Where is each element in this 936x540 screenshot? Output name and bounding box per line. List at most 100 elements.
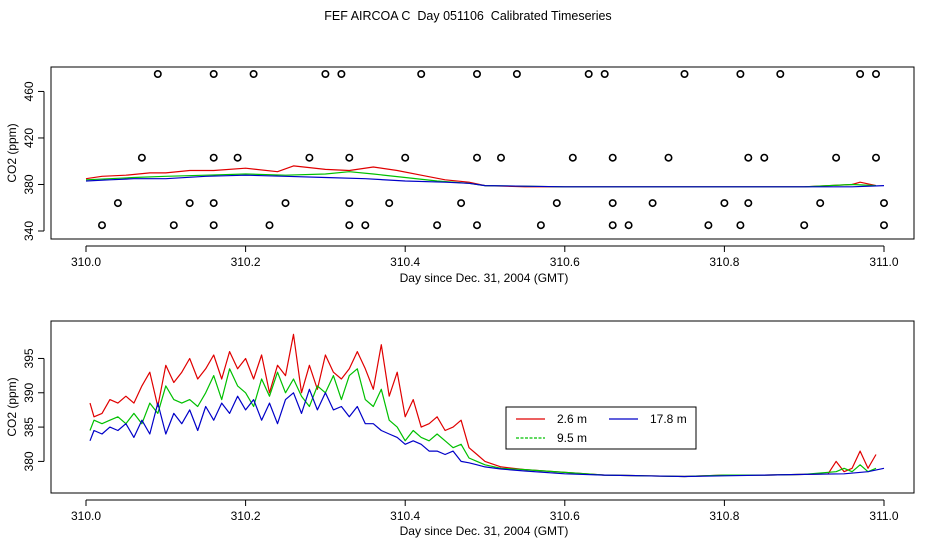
status-point: [624, 221, 633, 230]
top-x-axis-label: Day since Dec. 31, 2004 (GMT): [400, 271, 569, 285]
status-point: [233, 153, 242, 162]
top-series-17.8m: [85, 174, 885, 188]
bottom-plot-frame: [50, 320, 915, 494]
status-point: [744, 199, 753, 208]
status-point: [680, 70, 689, 79]
status-point: [760, 153, 769, 162]
bottom-x-axis-label: Day since Dec. 31, 2004 (GMT): [400, 524, 569, 538]
status-point: [401, 153, 410, 162]
top-x-tick-label: 311.0: [869, 255, 898, 269]
status-point: [345, 153, 354, 162]
top-y-tick-label: 460: [22, 81, 36, 101]
bottom-x-tick-label: 310.2: [231, 509, 261, 523]
status-point: [832, 153, 841, 162]
status-point: [433, 221, 442, 230]
status-point: [472, 153, 481, 162]
status-point: [879, 199, 888, 208]
status-point: [736, 70, 745, 79]
status-point: [816, 199, 825, 208]
status-point: [321, 70, 330, 79]
status-point: [345, 221, 354, 230]
status-point: [879, 221, 888, 230]
status-point: [600, 70, 609, 79]
bottom-y-axis-label: CO2 (ppm): [5, 377, 19, 436]
status-point: [169, 221, 178, 230]
legend: 2.6 m 9.5 m 17.8 m: [505, 406, 697, 450]
status-point: [496, 153, 505, 162]
bottom-series-group: [89, 333, 885, 478]
status-point: [664, 153, 673, 162]
bottom-y-axis: 380 385 390 395: [22, 348, 45, 471]
top-x-tick-label: 310.0: [71, 255, 101, 269]
status-point: [209, 70, 218, 79]
status-point: [472, 70, 481, 79]
status-point: [185, 199, 194, 208]
status-point: [736, 221, 745, 230]
status-point: [720, 199, 729, 208]
legend-box: [505, 406, 697, 450]
top-x-tick-label: 310.2: [231, 255, 261, 269]
status-point: [209, 153, 218, 162]
status-point: [800, 221, 809, 230]
top-x-tick-label: 310.6: [550, 255, 580, 269]
status-point: [871, 70, 880, 79]
bottom-x-tick-label: 310.4: [390, 509, 420, 523]
top-panel: 310.0 310.2 310.4 310.6 310.8 311.0 340 380 420…: [5, 66, 915, 285]
top-y-axis-label: CO2 (ppm): [5, 123, 19, 182]
legend-label-17.8m: 17.8 m: [650, 412, 687, 426]
chart-title: FEF AIRCOA C Day 051106 Calibrated Times…: [324, 9, 612, 23]
status-point: [472, 221, 481, 230]
top-x-axis: 310.0 310.2 310.4 310.6 310.8 311.0: [71, 245, 899, 269]
status-point: [584, 70, 593, 79]
status-point: [608, 221, 617, 230]
bottom-panel: 310.0 310.2 310.4 310.6 310.8 311.0 380 385 390…: [5, 320, 915, 538]
status-point: [305, 153, 314, 162]
status-point: [871, 153, 880, 162]
status-point: [337, 70, 346, 79]
status-point: [345, 199, 354, 208]
status-point: [776, 70, 785, 79]
status-point: [608, 153, 617, 162]
bottom-series-17.8m: [89, 388, 885, 478]
bottom-x-axis: 310.0 310.2 310.4 310.6 310.8 311.0: [71, 499, 899, 523]
top-y-tick-label: 420: [22, 128, 36, 148]
status-point: [608, 199, 617, 208]
status-point: [512, 70, 521, 79]
bottom-x-tick-label: 310.0: [71, 509, 101, 523]
status-point: [137, 153, 146, 162]
status-point: [265, 221, 274, 230]
top-y-axis: 340 380 420 460: [22, 81, 45, 241]
bottom-series-2.6m: [89, 333, 877, 478]
status-point: [361, 221, 370, 230]
status-point: [249, 70, 258, 79]
status-point: [744, 153, 753, 162]
status-point: [385, 199, 394, 208]
top-series-group: [85, 165, 885, 188]
status-point: [209, 221, 218, 230]
status-point: [704, 221, 713, 230]
legend-label-9.5m: 9.5 m: [557, 431, 587, 445]
top-y-tick-label: 340: [22, 221, 36, 241]
bottom-y-tick-label: 390: [22, 382, 36, 402]
status-point: [457, 199, 466, 208]
status-point: [417, 70, 426, 79]
status-point: [113, 199, 122, 208]
top-x-tick-label: 310.4: [390, 255, 420, 269]
status-point: [856, 70, 865, 79]
legend-label-2.6m: 2.6 m: [557, 412, 587, 426]
status-point: [98, 221, 107, 230]
status-point: [552, 199, 561, 208]
bottom-y-tick-label: 380: [22, 451, 36, 471]
bottom-y-tick-label: 395: [22, 348, 36, 368]
bottom-x-tick-label: 310.8: [709, 509, 739, 523]
status-point: [536, 221, 545, 230]
status-point: [153, 70, 162, 79]
status-point: [568, 153, 577, 162]
top-y-tick-label: 380: [22, 174, 36, 194]
bottom-x-tick-label: 310.6: [550, 509, 580, 523]
top-status-points: [98, 70, 888, 230]
bottom-x-tick-label: 311.0: [869, 509, 898, 523]
status-point: [648, 199, 657, 208]
bottom-y-tick-label: 385: [22, 417, 36, 437]
